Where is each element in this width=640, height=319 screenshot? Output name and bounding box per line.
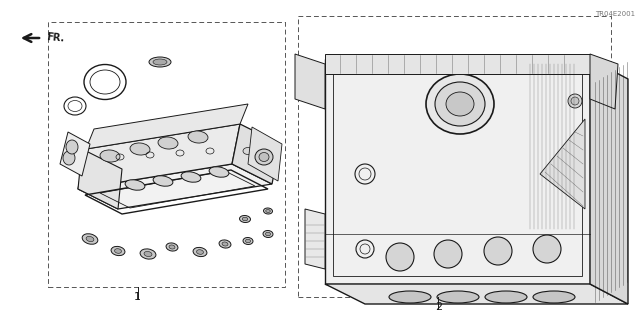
Text: TR04E2001: TR04E2001 (595, 11, 635, 17)
Text: FR.: FR. (46, 32, 65, 44)
Ellipse shape (153, 176, 173, 186)
Ellipse shape (63, 151, 75, 165)
Ellipse shape (533, 291, 575, 303)
Polygon shape (325, 54, 590, 74)
Ellipse shape (568, 94, 582, 108)
Ellipse shape (125, 180, 145, 190)
Ellipse shape (435, 82, 485, 126)
Ellipse shape (66, 140, 78, 154)
Polygon shape (86, 104, 248, 149)
Ellipse shape (243, 147, 253, 154)
Ellipse shape (533, 235, 561, 263)
Ellipse shape (263, 231, 273, 238)
Ellipse shape (82, 234, 98, 244)
Ellipse shape (140, 249, 156, 259)
Ellipse shape (426, 74, 494, 134)
Ellipse shape (255, 149, 273, 165)
Bar (298, 16, 611, 297)
Ellipse shape (193, 248, 207, 256)
Polygon shape (540, 119, 585, 209)
Ellipse shape (209, 167, 229, 177)
Polygon shape (325, 59, 590, 284)
Text: 2: 2 (435, 302, 442, 312)
Ellipse shape (100, 150, 120, 162)
Text: 1: 1 (134, 292, 141, 302)
Ellipse shape (446, 92, 474, 116)
Ellipse shape (266, 232, 271, 236)
Ellipse shape (219, 240, 231, 248)
Polygon shape (325, 284, 628, 304)
Ellipse shape (259, 152, 269, 161)
Ellipse shape (256, 138, 264, 144)
Ellipse shape (485, 291, 527, 303)
Polygon shape (78, 149, 122, 209)
Polygon shape (60, 132, 90, 176)
Ellipse shape (264, 208, 273, 214)
Polygon shape (78, 164, 272, 209)
Ellipse shape (434, 240, 462, 268)
Ellipse shape (239, 215, 250, 223)
Ellipse shape (243, 237, 253, 245)
Ellipse shape (149, 57, 171, 67)
Ellipse shape (181, 172, 201, 182)
Ellipse shape (222, 242, 228, 246)
Ellipse shape (246, 239, 250, 243)
Ellipse shape (571, 97, 579, 105)
Ellipse shape (169, 245, 175, 249)
Polygon shape (590, 59, 628, 304)
Ellipse shape (243, 217, 248, 221)
Ellipse shape (386, 243, 414, 271)
Polygon shape (248, 127, 282, 181)
Ellipse shape (437, 291, 479, 303)
Polygon shape (305, 209, 325, 269)
Ellipse shape (188, 131, 208, 143)
Ellipse shape (484, 237, 512, 265)
Ellipse shape (166, 243, 178, 251)
Ellipse shape (111, 246, 125, 256)
Ellipse shape (158, 137, 178, 149)
Polygon shape (295, 54, 325, 109)
Ellipse shape (115, 249, 122, 253)
Polygon shape (78, 124, 240, 189)
Bar (48, 22, 285, 287)
Ellipse shape (196, 250, 204, 254)
Ellipse shape (130, 143, 150, 155)
Polygon shape (590, 54, 618, 109)
Ellipse shape (266, 210, 270, 212)
Ellipse shape (144, 251, 152, 256)
Ellipse shape (86, 236, 94, 241)
Ellipse shape (389, 291, 431, 303)
Ellipse shape (153, 59, 167, 65)
Polygon shape (232, 124, 280, 184)
